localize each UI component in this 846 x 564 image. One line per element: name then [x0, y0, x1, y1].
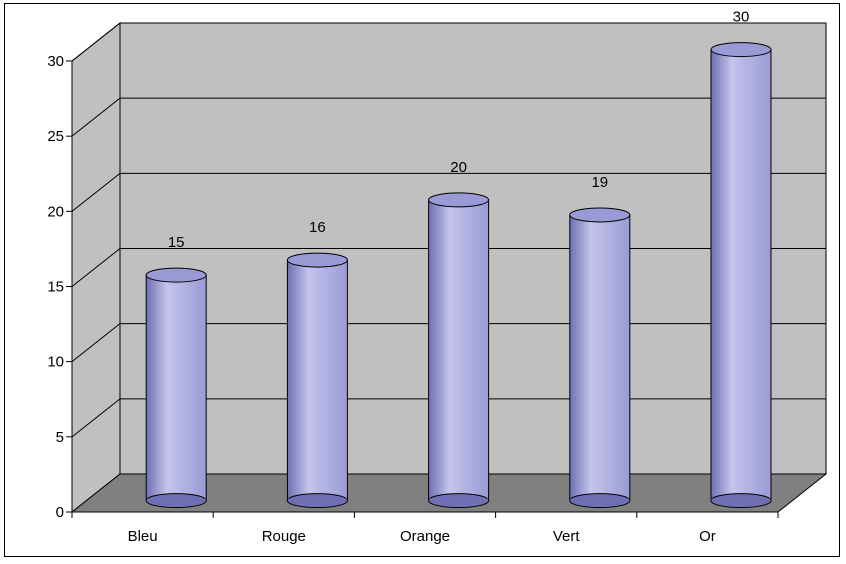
- gridline: [71, 97, 826, 137]
- bar-base-cover: [287, 498, 347, 501]
- bar-top: [428, 192, 490, 208]
- bar-vert: [569, 207, 631, 509]
- bar-body: [710, 49, 772, 502]
- bar-or: [710, 42, 772, 509]
- bar-base-cover: [146, 498, 206, 501]
- bar-body: [569, 214, 631, 502]
- category-label: Bleu: [128, 528, 158, 545]
- bar-top: [569, 207, 631, 223]
- y-tick-label: 20: [47, 203, 64, 220]
- bar-top: [145, 267, 207, 283]
- category-label: Or: [699, 528, 716, 545]
- y-tick-label: 25: [47, 128, 64, 145]
- gridline: [71, 22, 826, 62]
- bar-top: [286, 252, 348, 268]
- data-label: 16: [309, 219, 326, 236]
- bar-body: [145, 274, 207, 502]
- bar-bleu: [145, 267, 207, 509]
- y-tick-label: 0: [56, 504, 64, 521]
- gridline: [71, 172, 826, 212]
- bar-orange: [428, 192, 490, 509]
- y-tick-label: 10: [47, 354, 64, 371]
- y-tick-label: 15: [47, 279, 64, 296]
- category-label: Rouge: [262, 528, 306, 545]
- category-label: Vert: [553, 528, 581, 545]
- bar-base-cover: [711, 498, 771, 501]
- data-label: 15: [168, 234, 185, 251]
- bar-rouge: [286, 252, 348, 509]
- bar-base-cover: [570, 498, 630, 501]
- y-tick-label: 30: [47, 53, 64, 70]
- axes: [66, 60, 779, 518]
- data-label: 20: [450, 159, 467, 176]
- labels: 0 5 10 15 20 25 30 15 Bleu 16 Rouge 20 Orange 19 Vert 3…: [47, 9, 749, 545]
- data-label: 30: [733, 9, 750, 26]
- y-tick-label: 5: [56, 429, 64, 446]
- bar-body: [428, 199, 490, 502]
- bar-base-cover: [429, 498, 489, 501]
- data-label: 19: [591, 174, 608, 191]
- category-label: Orange: [400, 528, 450, 545]
- bars: [145, 42, 772, 509]
- bar-body: [286, 259, 348, 502]
- bar-top: [710, 42, 772, 58]
